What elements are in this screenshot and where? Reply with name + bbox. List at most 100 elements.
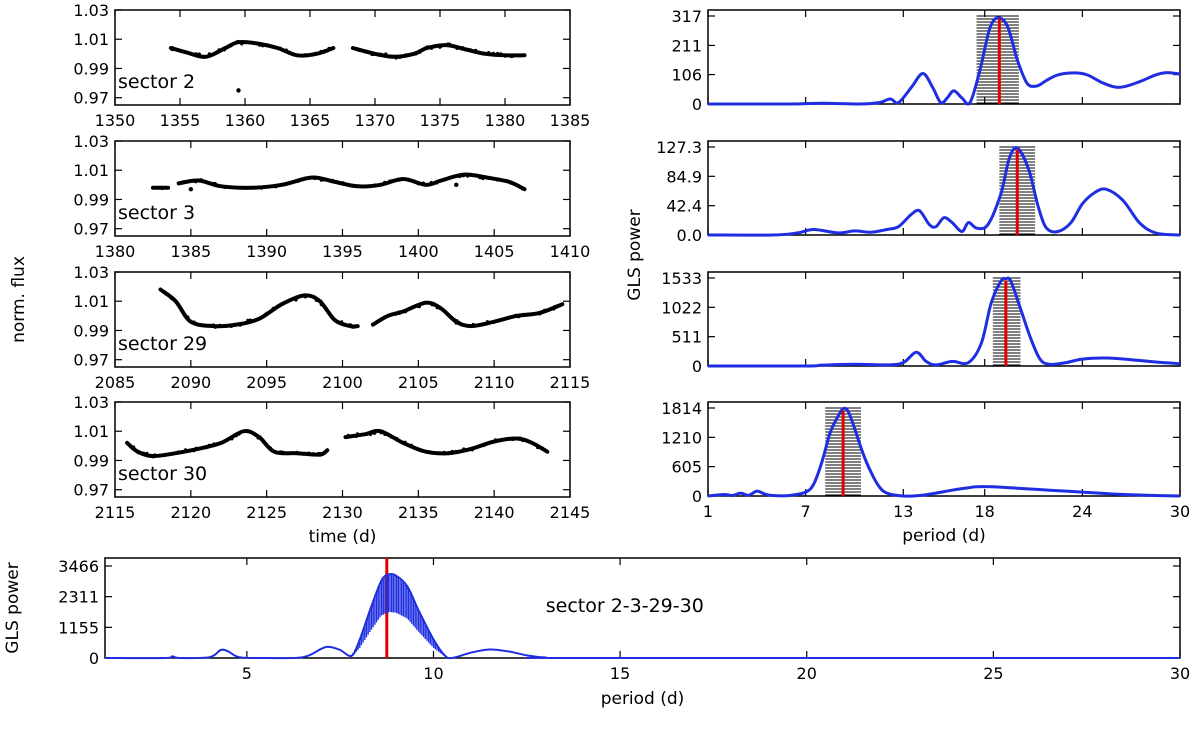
gls-combined-x-tick-label: 5 <box>242 664 252 683</box>
lc-s2-x-tick-label: 1355 <box>160 111 201 130</box>
gls-s29-y-tick-label: 1022 <box>661 298 702 317</box>
flux-point <box>157 186 161 190</box>
gls-combined-y-tick-label: 0 <box>89 649 99 668</box>
flux-point <box>435 306 439 310</box>
flux-point <box>295 450 299 454</box>
flux-point <box>181 181 185 185</box>
gls-combined-x-tick-label: 30 <box>1170 664 1190 683</box>
flux-point <box>319 299 323 303</box>
combined-sector-label: sector 2-3-29-30 <box>546 595 704 617</box>
gls-s30-y-tick-label: 605 <box>671 458 702 477</box>
gls-combined-y-tick-label: 2311 <box>58 588 99 607</box>
flux-point <box>397 310 401 314</box>
flux-point <box>330 315 334 319</box>
flux-outlier <box>454 182 459 188</box>
lc-s29-y-tick-label: 0.97 <box>73 351 109 370</box>
flux-point <box>473 173 477 177</box>
flux-point <box>136 451 140 455</box>
flux-point <box>428 450 432 454</box>
flux-point <box>371 52 375 57</box>
flux-point <box>314 51 318 56</box>
flux-point <box>303 176 307 180</box>
flux-point <box>356 184 360 188</box>
flux-point <box>552 307 556 311</box>
flux-point <box>379 431 383 435</box>
flux-point <box>165 186 169 190</box>
lc-s29-y-tick-label: 0.99 <box>73 321 109 340</box>
flux-point <box>373 431 377 435</box>
flux-point <box>412 179 416 183</box>
power-curve <box>707 16 1181 106</box>
flux-point <box>540 446 544 450</box>
flux-point <box>177 303 181 307</box>
gls-s2-y-tick-label: 211 <box>671 36 702 55</box>
lc-s30-x-tick-label: 2115 <box>95 503 136 522</box>
flux-point <box>258 435 262 439</box>
flux-point <box>223 185 227 189</box>
flux-point <box>382 315 387 319</box>
flux-point <box>450 449 454 454</box>
flux-point <box>217 48 221 52</box>
lc-s30-y-tick-label: 0.99 <box>73 451 109 470</box>
flux-point <box>505 179 509 183</box>
plot-frame <box>707 9 1181 105</box>
x-axis-label: period (d) <box>902 526 986 546</box>
lc-s30-x-tick-label: 2140 <box>474 503 515 522</box>
flux-point <box>247 40 251 45</box>
flux-point <box>447 450 451 455</box>
power-curve <box>104 572 1181 660</box>
lc-s2-x-tick-label: 1350 <box>95 111 136 130</box>
flux-point <box>285 452 289 456</box>
flux-point <box>419 182 423 186</box>
flux-point <box>296 53 300 57</box>
flux-point <box>279 450 283 454</box>
flux-point <box>497 318 501 322</box>
flux-point <box>246 318 250 322</box>
lc-s30-y-tick-label: 1.03 <box>73 393 109 412</box>
flux-point <box>235 433 239 437</box>
plot-frame <box>707 401 1181 497</box>
flux-point <box>287 298 292 302</box>
flux-point <box>313 176 317 181</box>
gls-s3-y-tick-label: 84.9 <box>666 167 702 186</box>
flux-point <box>497 438 501 442</box>
lc-s3-y-tick-label: 1.01 <box>73 161 109 180</box>
plot-frame <box>114 9 571 106</box>
gls-s29-y-tick-label: 0 <box>692 357 702 376</box>
lc-s2-y-tick-label: 0.97 <box>73 89 109 108</box>
gls-s3-y-tick-label: 127.3 <box>656 138 702 157</box>
lc-s2-x-tick-label: 1385 <box>550 111 591 130</box>
flux-point <box>318 452 322 456</box>
flux-point <box>443 178 447 182</box>
flux-point <box>192 449 196 453</box>
flux-point <box>398 178 402 182</box>
flux-point <box>364 432 368 436</box>
flux-point <box>275 184 279 188</box>
flux-point <box>322 49 326 53</box>
flux-point <box>319 49 323 54</box>
gls-s30-x-tick-label: 7 <box>801 502 811 521</box>
flux-point <box>290 52 294 56</box>
flux-point <box>473 323 477 328</box>
flux-point <box>468 324 472 328</box>
flux-point <box>377 52 381 56</box>
flux-point <box>263 312 267 317</box>
flux-point <box>336 320 340 324</box>
flux-point <box>446 42 450 46</box>
flux-point <box>184 448 188 452</box>
lc-s3-x-tick-label: 1405 <box>474 242 515 261</box>
flux-point <box>295 296 299 300</box>
y-axis-label: norm. flux <box>9 256 29 343</box>
flux-point <box>322 178 326 182</box>
power-curve <box>707 276 1181 368</box>
flux-point <box>460 174 464 178</box>
y-axis-label: GLS power <box>3 562 23 653</box>
lc-s30-x-tick-label: 2130 <box>322 503 363 522</box>
flux-point <box>553 305 557 309</box>
flux-point <box>197 52 201 56</box>
flux-point <box>268 446 273 450</box>
gls-s2-y-tick-label: 317 <box>671 7 702 26</box>
lc-s29-x-tick-label: 2090 <box>170 373 211 392</box>
flux-outlier <box>236 88 241 93</box>
